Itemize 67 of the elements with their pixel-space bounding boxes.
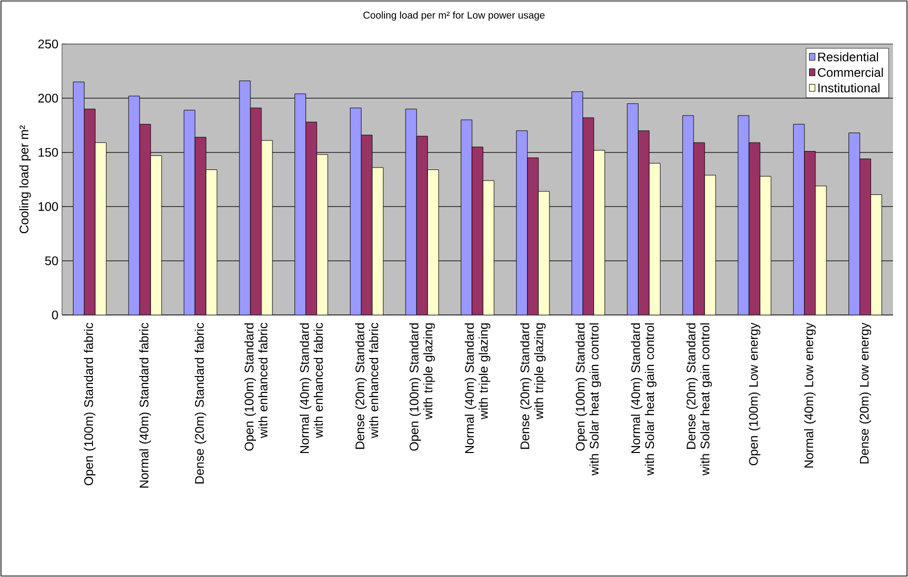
bar xyxy=(804,151,816,315)
bar xyxy=(704,174,716,315)
y-tick-label: 150 xyxy=(38,148,58,157)
x-tick-label: Normal (40m) Standard fabric xyxy=(139,322,151,488)
bar xyxy=(84,108,96,315)
bar xyxy=(482,180,494,315)
x-tick-label: Dense (20m) Standard with enhanced fabric xyxy=(355,322,378,449)
bar xyxy=(626,103,638,315)
bar xyxy=(72,82,84,315)
bar xyxy=(184,110,196,315)
bar xyxy=(693,142,705,315)
bar xyxy=(638,130,650,315)
bar xyxy=(128,96,140,315)
bar xyxy=(738,115,750,315)
bar xyxy=(538,191,550,315)
bar xyxy=(460,120,472,315)
bar xyxy=(472,146,484,315)
bar xyxy=(139,124,151,315)
bar xyxy=(416,136,428,315)
bar xyxy=(405,108,417,315)
y-tick-label: 100 xyxy=(38,202,58,211)
bar xyxy=(294,94,306,315)
bar xyxy=(427,169,439,315)
bar xyxy=(206,169,218,315)
bar xyxy=(150,155,162,315)
y-tick-label: 200 xyxy=(38,94,58,103)
bar xyxy=(527,158,539,315)
bar xyxy=(682,115,694,315)
bar xyxy=(572,91,584,315)
x-tick-label: Open (100m) Standard with Solar heat gain control xyxy=(576,323,602,476)
bar xyxy=(306,122,318,315)
x-tick-label: Open (100m) Standard fabric xyxy=(84,322,96,486)
legend-label: Institutional xyxy=(818,83,880,92)
x-tick-label: Dense (20m) Standard fabric xyxy=(194,322,206,484)
bar xyxy=(250,108,262,315)
bar xyxy=(860,158,872,315)
y-axis-title: Cooling load per m² xyxy=(19,125,31,234)
x-tick-label: Dense (20m) Low energy xyxy=(860,322,872,464)
y-tick-label: 50 xyxy=(45,256,58,266)
bar xyxy=(582,117,594,315)
bar xyxy=(516,130,528,315)
bar xyxy=(648,162,660,315)
bar xyxy=(870,194,882,315)
x-tick-label: Normal (40m) Standard with enhanced fabric xyxy=(300,322,323,453)
legend-label: Commercial xyxy=(818,68,883,77)
legend-label: Residential xyxy=(818,52,878,62)
x-tick-label: Normal (40m) Low energy xyxy=(804,322,816,468)
bar xyxy=(261,140,273,315)
x-tick-label: Open (100m) Standard with enhanced fabric xyxy=(244,322,268,451)
bar xyxy=(350,108,362,315)
chart-title: Cooling load per m² for Low power usage xyxy=(363,11,545,21)
y-tick-label: 0 xyxy=(52,310,58,320)
bar xyxy=(94,142,106,315)
bar xyxy=(239,80,251,315)
x-tick-label: Open (100m) Low energy xyxy=(748,322,760,466)
y-tick-label: 250 xyxy=(38,40,58,48)
bar xyxy=(760,176,772,315)
bar xyxy=(194,136,206,315)
bar xyxy=(848,132,860,315)
x-tick-label: Open (100m) Standard with triple glazing xyxy=(409,323,435,451)
bar xyxy=(594,150,606,315)
bar xyxy=(316,154,328,315)
bar xyxy=(372,167,384,315)
bar xyxy=(815,186,827,315)
bar xyxy=(793,124,805,315)
bar xyxy=(748,142,760,315)
bar xyxy=(360,134,372,315)
